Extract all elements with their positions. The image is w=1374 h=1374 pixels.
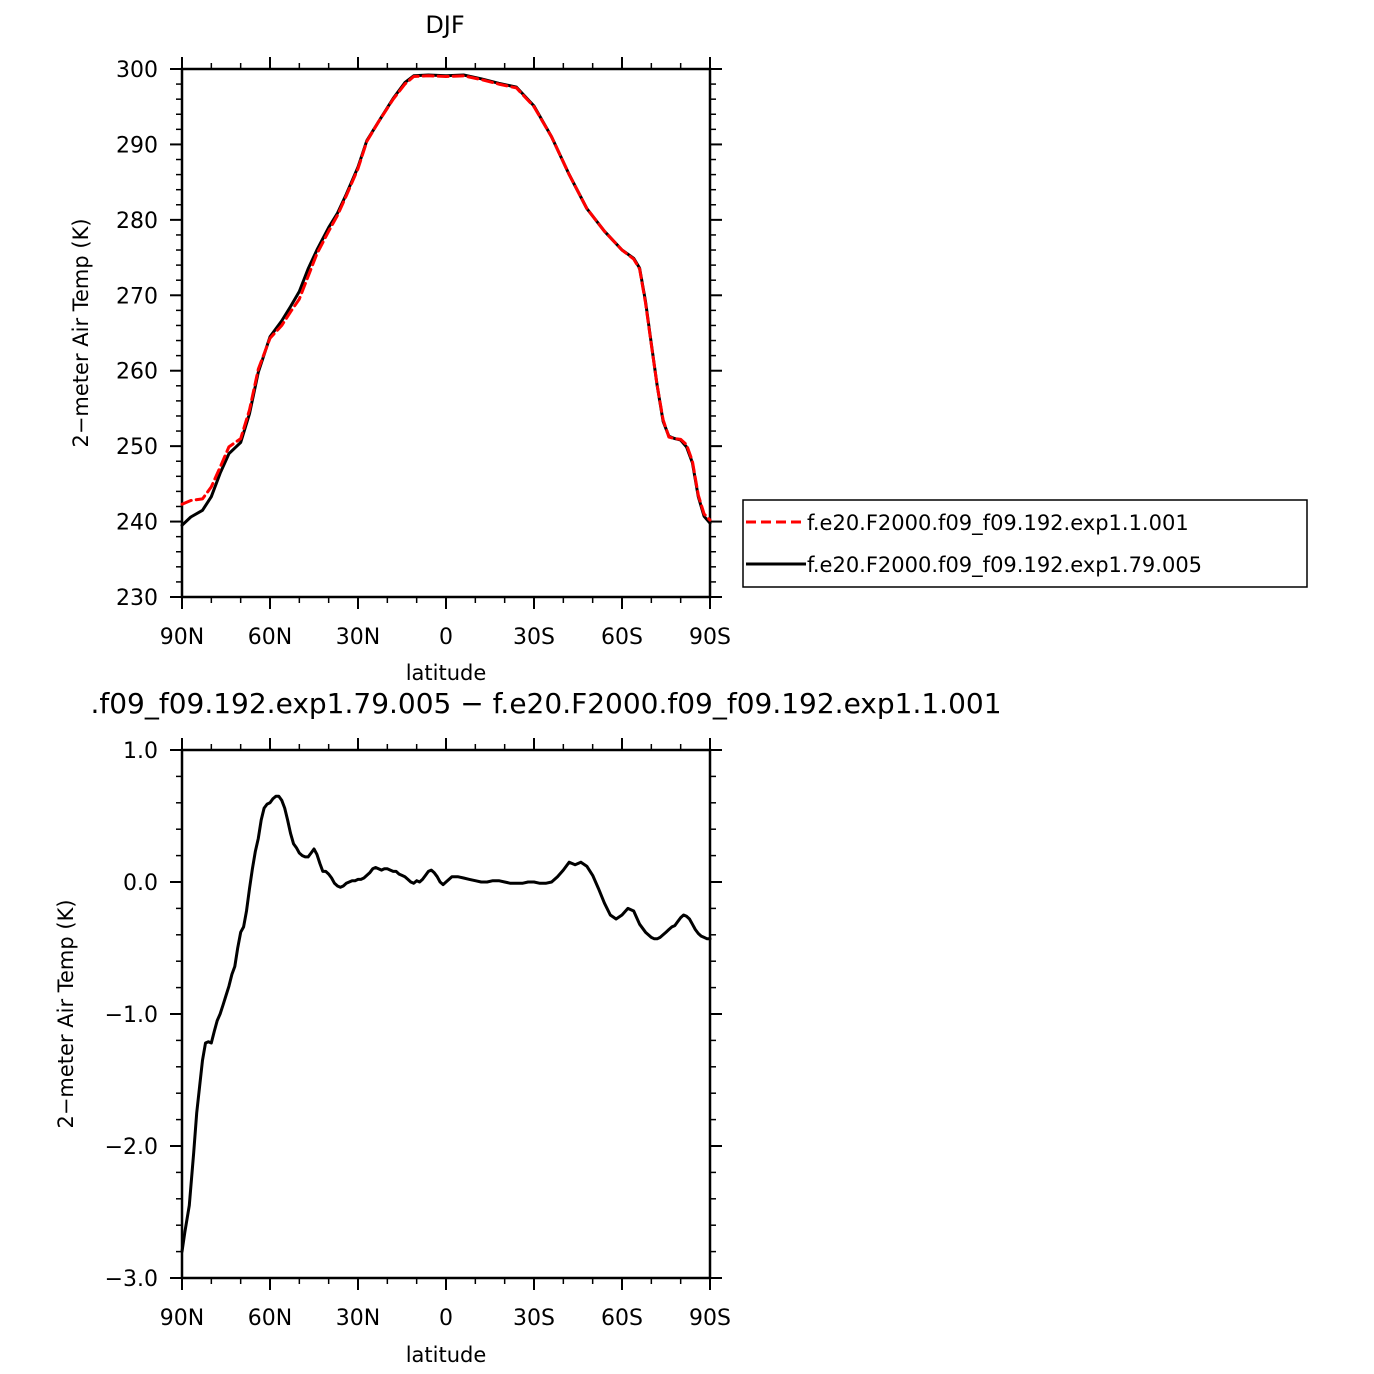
top-chart-title: DJF (425, 11, 464, 39)
x-tick-label: 90N (160, 1306, 204, 1331)
y-tick-label: 280 (116, 209, 158, 234)
legend: f.e20.F2000.f09_f09.192.exp1.1.001 f.e20… (742, 499, 1308, 588)
y-tick-label: 260 (116, 360, 158, 385)
x-tick-label: 30N (336, 1306, 380, 1331)
y-tick-label: −1.0 (105, 1003, 158, 1028)
x-tick-label: 0 (439, 625, 453, 650)
x-tick-label: 0 (439, 1306, 453, 1331)
x-tick-label: 30S (513, 1306, 555, 1331)
bottom-ticks: 90N 60N 30N 0 30S 60S 90S 1.0 0.0 −1.0 −2.0 −3.0 (105, 738, 731, 1331)
legend-box (742, 499, 1308, 588)
y-tick-label: 230 (116, 586, 158, 611)
x-tick-label: 30S (513, 625, 555, 650)
x-tick-label: 90N (160, 625, 204, 650)
bottom-y-axis-label: 2−meter Air Temp (K) (54, 899, 78, 1128)
y-tick-label: −3.0 (105, 1267, 158, 1292)
top-panel: DJF 90N 60N 30N 0 30S 60S 90S 230 240 250 260 270 28… (69, 11, 731, 685)
x-tick-label: 60S (601, 625, 643, 650)
bottom-series-group (180, 794, 712, 1254)
y-tick-label: 270 (116, 284, 158, 309)
series-line-1 (180, 74, 712, 522)
y-tick-label: −2.0 (105, 1135, 158, 1160)
x-tick-label: 90S (689, 625, 731, 650)
x-tick-label: 60N (248, 625, 292, 650)
x-tick-label: 30N (336, 625, 380, 650)
x-tick-label: 60N (248, 1306, 292, 1331)
y-tick-label: 300 (116, 58, 158, 83)
top-y-axis-label: 2−meter Air Temp (K) (69, 218, 93, 447)
series-line-2 (180, 73, 712, 527)
top-plot-frame (180, 67, 712, 599)
top-ticks: 90N 60N 30N 0 30S 60S 90S 230 240 250 260 270 280 290… (116, 57, 731, 650)
y-tick-label: 1.0 (123, 739, 158, 764)
top-series-group (180, 73, 712, 527)
legend-label-series-2: f.e20.F2000.f09_f09.192.exp1.79.005 (807, 553, 1202, 578)
series-line-1 (180, 794, 712, 1254)
bottom-chart-title: .f09_f09.192.exp1.79.005 − f.e20.F2000.f… (90, 687, 1001, 720)
y-tick-label: 240 (116, 511, 158, 536)
x-tick-label: 60S (601, 1306, 643, 1331)
top-x-axis-label: latitude (406, 661, 487, 685)
y-tick-label: 290 (116, 133, 158, 158)
legend-label-series-1: f.e20.F2000.f09_f09.192.exp1.1.001 (807, 511, 1189, 536)
bottom-x-axis-label: latitude (406, 1343, 487, 1367)
y-tick-label: 250 (116, 435, 158, 460)
x-tick-label: 90S (689, 1306, 731, 1331)
bottom-panel: .f09_f09.192.exp1.79.005 − f.e20.F2000.f… (54, 687, 1002, 1367)
y-tick-label: 0.0 (123, 871, 158, 896)
